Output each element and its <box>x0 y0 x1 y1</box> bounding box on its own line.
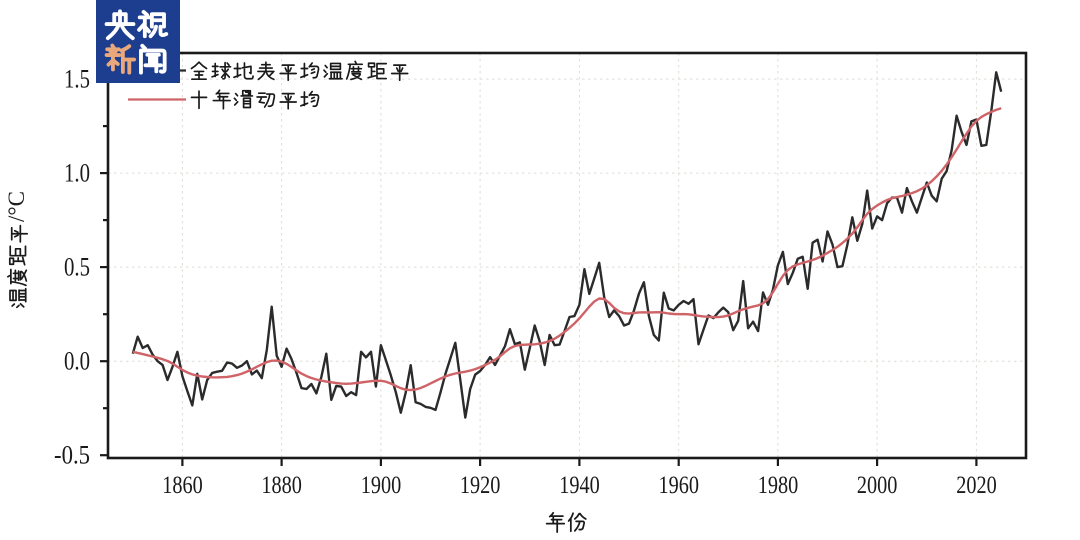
svg-text:1860: 1860 <box>162 472 203 499</box>
svg-text:0.0: 0.0 <box>64 347 90 376</box>
svg-text:2000: 2000 <box>857 472 898 499</box>
svg-text:1.5: 1.5 <box>64 64 90 93</box>
svg-text:1.0: 1.0 <box>64 158 90 187</box>
svg-text:2020: 2020 <box>956 472 997 499</box>
svg-text:/°C: /°C <box>4 191 29 222</box>
svg-text:1980: 1980 <box>758 472 799 499</box>
svg-text:-0.5: -0.5 <box>54 441 90 470</box>
svg-text:1920: 1920 <box>460 472 501 499</box>
svg-text:1940: 1940 <box>559 472 600 499</box>
svg-text:0.5: 0.5 <box>64 252 90 281</box>
svg-text:1880: 1880 <box>261 472 302 499</box>
svg-text:1960: 1960 <box>659 472 700 499</box>
svg-text:1900: 1900 <box>361 472 402 499</box>
